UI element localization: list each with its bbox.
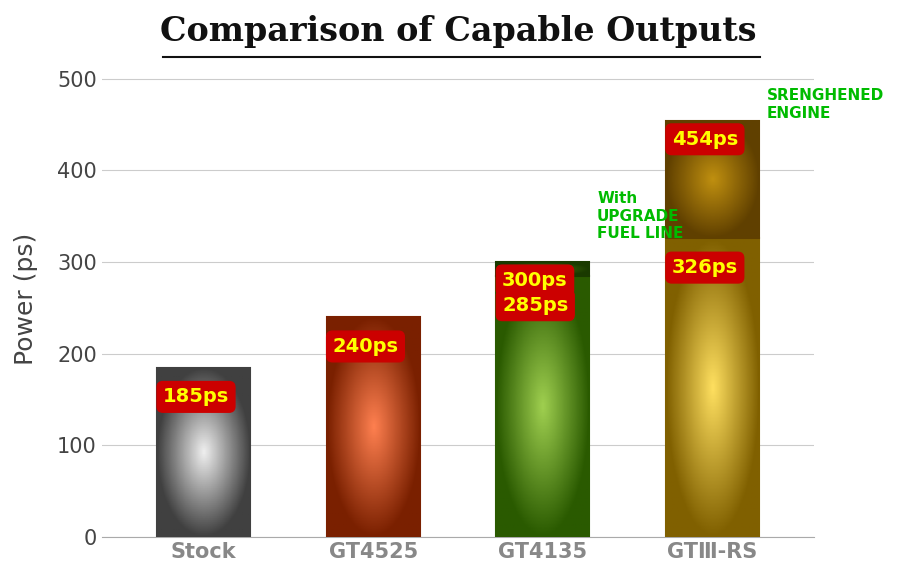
Text: 185ps: 185ps [163, 387, 230, 406]
Text: 454ps: 454ps [671, 130, 738, 149]
Bar [666, 121, 759, 238]
Text: 285ps: 285ps [502, 295, 569, 314]
Text: 326ps: 326ps [671, 258, 738, 277]
Text: SRENGHENED
ENGINE: SRENGHENED ENGINE [767, 88, 884, 121]
Bar [496, 276, 590, 537]
Bar [157, 368, 250, 537]
Text: With
UPGRADE
FUEL LINE: With UPGRADE FUEL LINE [597, 192, 683, 241]
Y-axis label: Power (ps): Power (ps) [14, 233, 38, 365]
Bar [666, 238, 759, 537]
Title: Comparison of Capable Outputs: Comparison of Capable Outputs [160, 15, 756, 48]
Text: 240ps: 240ps [332, 337, 399, 356]
Bar [496, 262, 590, 276]
Text: 300ps: 300ps [502, 271, 568, 290]
Bar [327, 317, 419, 537]
